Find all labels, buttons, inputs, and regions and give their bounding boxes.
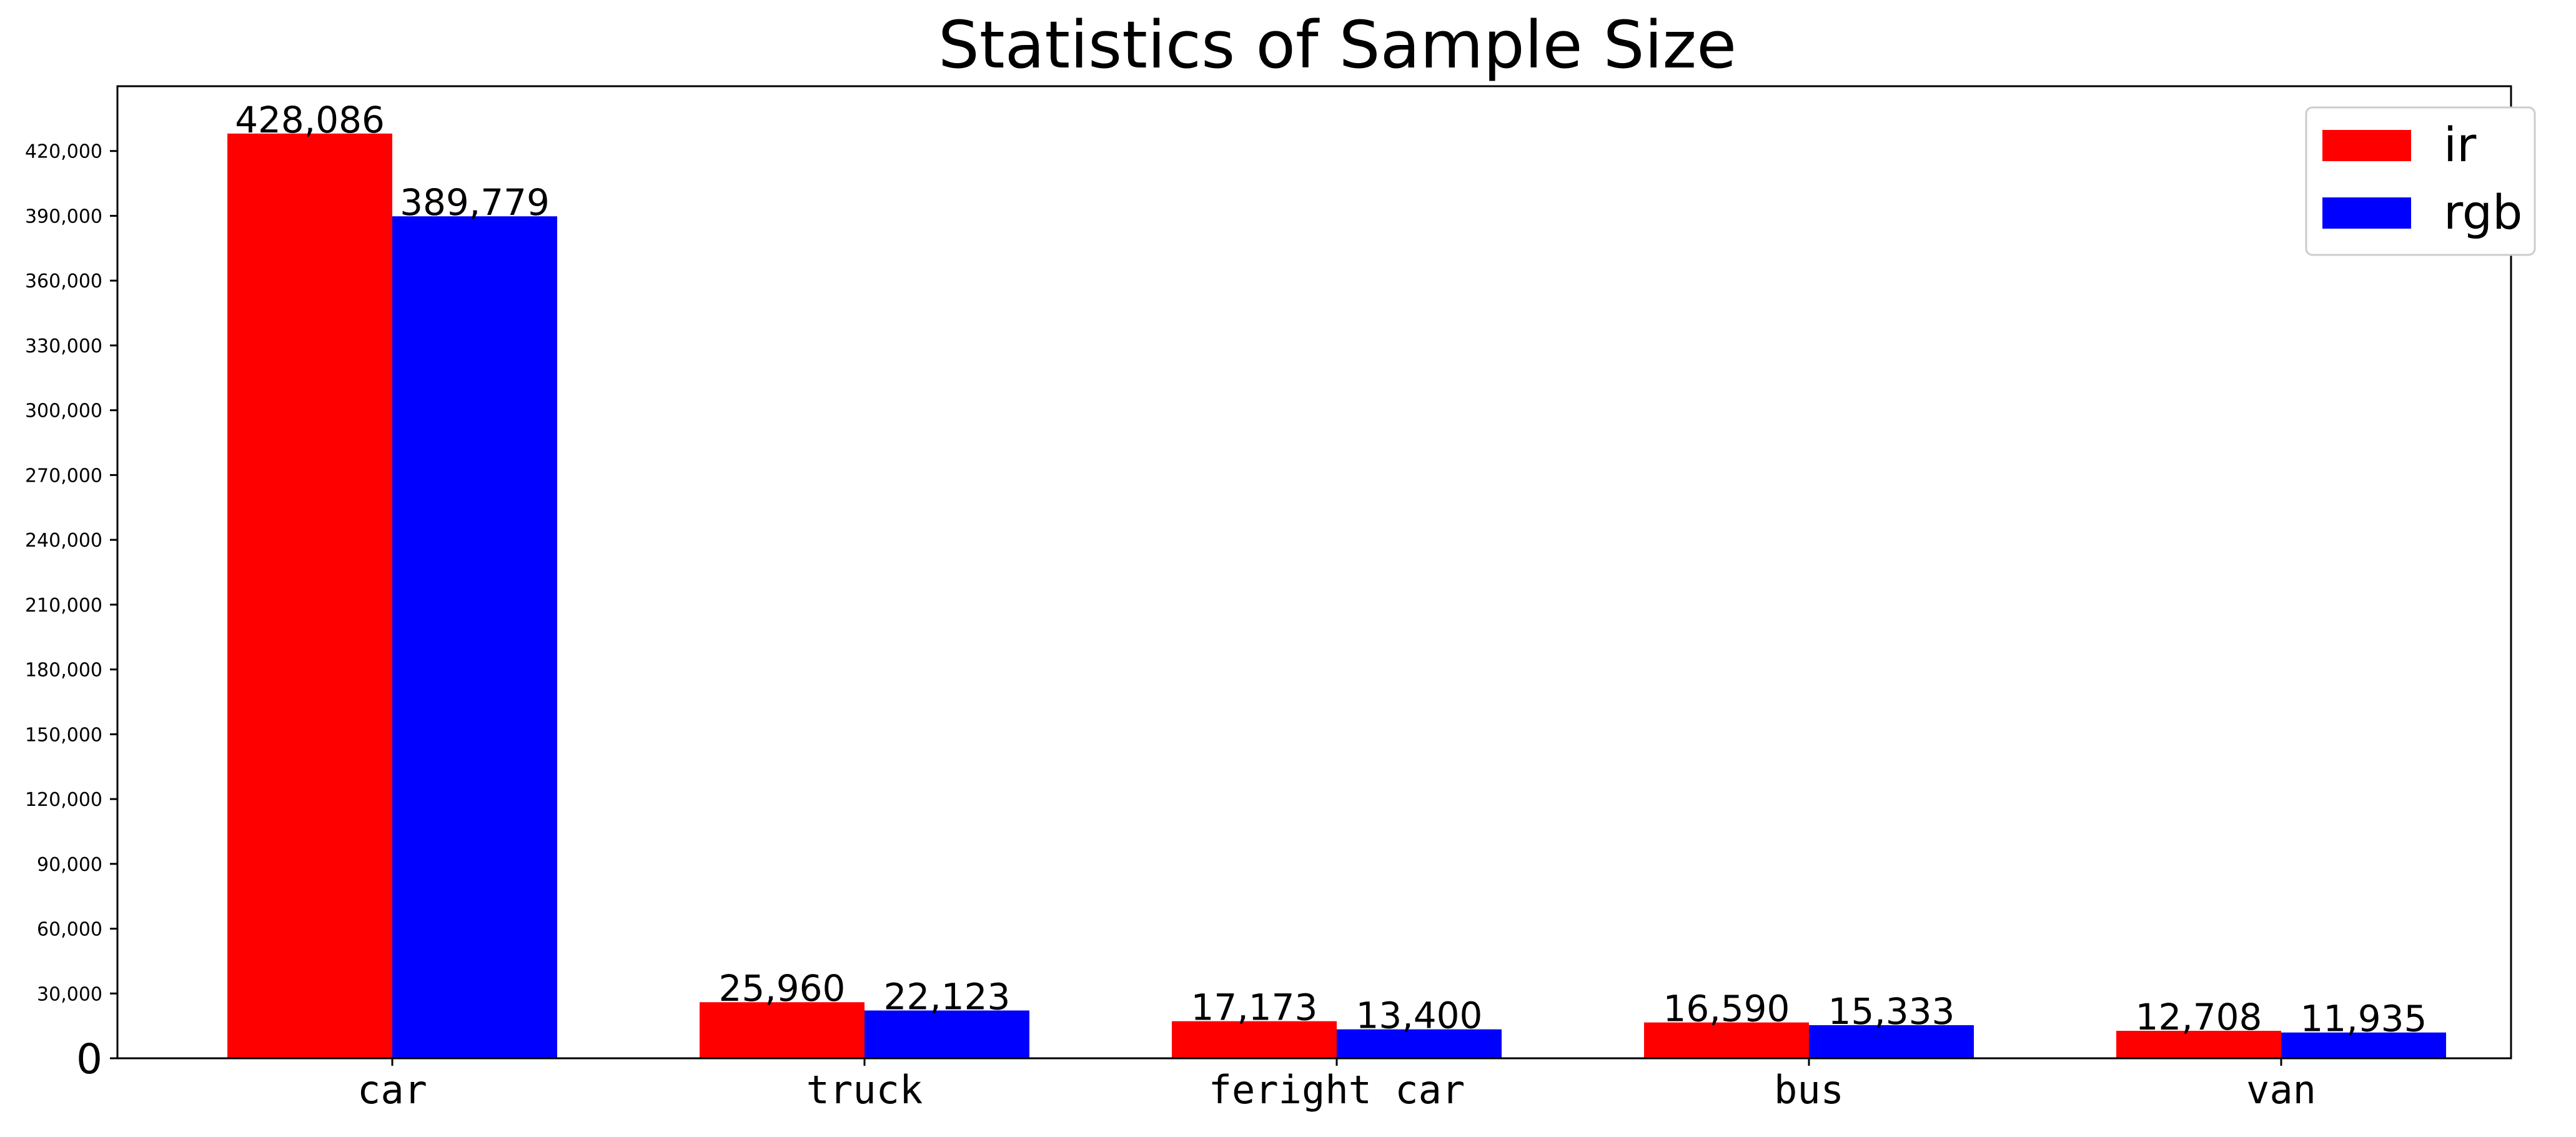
x-tick-label-truck: truck — [806, 1067, 923, 1113]
y-tick-label: 300,000 — [25, 400, 102, 422]
y-tick-label: 120,000 — [25, 789, 102, 811]
bar-ir-bus — [1644, 1022, 1809, 1058]
y-axis: 0 30,000 60,000 90,000 120,000 150,000 180,000… — [25, 141, 117, 1083]
bar-rgb-truck — [864, 1010, 1029, 1058]
data-label-ir-car: 428,086 — [235, 99, 385, 141]
y-tick-label: 0 — [76, 1035, 102, 1083]
bar-rgb-car — [392, 216, 557, 1058]
y-tick-label: 210,000 — [25, 595, 102, 617]
data-label-ir-truck: 25,960 — [719, 967, 846, 1010]
chart-title: Statistics of Sample Size — [938, 7, 1736, 83]
bar-ir-feright-car — [1172, 1021, 1337, 1058]
bar-rgb-bus — [1809, 1025, 1974, 1058]
data-labels-layer: 428,086 25,960 17,173 16,590 12,708 389,779 22… — [235, 99, 2427, 1040]
y-tick-label: 270,000 — [25, 465, 102, 487]
data-label-ir-bus: 16,590 — [1663, 988, 1790, 1030]
x-tick-label-van: van — [2246, 1067, 2316, 1113]
x-tick-label-bus: bus — [1774, 1067, 1844, 1113]
data-label-ir-feright-car: 17,173 — [1191, 986, 1318, 1029]
bar-rgb-feright-car — [1337, 1029, 1502, 1058]
y-tick-label: 330,000 — [25, 335, 102, 357]
legend-label-rgb: rgb — [2444, 184, 2522, 240]
bar-ir-truck — [700, 1002, 864, 1058]
x-tick-label-feright-car: feright car — [1209, 1067, 1465, 1113]
data-label-ir-van: 12,708 — [2136, 996, 2262, 1038]
y-tick-label: 150,000 — [25, 724, 102, 746]
legend-swatch-rgb — [2322, 197, 2411, 229]
legend-swatch-ir — [2322, 130, 2411, 161]
y-tick-label: 90,000 — [37, 854, 102, 876]
data-label-rgb-feright-car: 13,400 — [1356, 995, 1483, 1037]
bar-ir-car — [227, 133, 392, 1059]
plot-frame — [116, 85, 2512, 1060]
x-tick-label-car: car — [357, 1067, 427, 1113]
data-label-rgb-car: 389,779 — [400, 181, 550, 224]
x-axis: car truck feright car bus van — [357, 1058, 2316, 1113]
data-label-rgb-van: 11,935 — [2301, 998, 2427, 1040]
legend: ir rgb — [2305, 106, 2536, 256]
y-tick-label: 180,000 — [25, 660, 102, 682]
y-tick-label: 240,000 — [25, 530, 102, 552]
bar-ir-van — [2116, 1031, 2281, 1058]
y-tick-label: 420,000 — [25, 141, 102, 163]
data-label-rgb-truck: 22,123 — [884, 976, 1011, 1018]
y-tick-label: 360,000 — [25, 271, 102, 292]
y-tick-label: 390,000 — [25, 206, 102, 227]
data-label-rgb-bus: 15,333 — [1828, 990, 1955, 1033]
bars-layer — [227, 133, 2446, 1059]
legend-label-ir: ir — [2444, 117, 2477, 172]
bar-rgb-van — [2281, 1032, 2446, 1058]
y-tick-label: 30,000 — [37, 983, 102, 1005]
y-tick-label: 60,000 — [37, 919, 102, 941]
